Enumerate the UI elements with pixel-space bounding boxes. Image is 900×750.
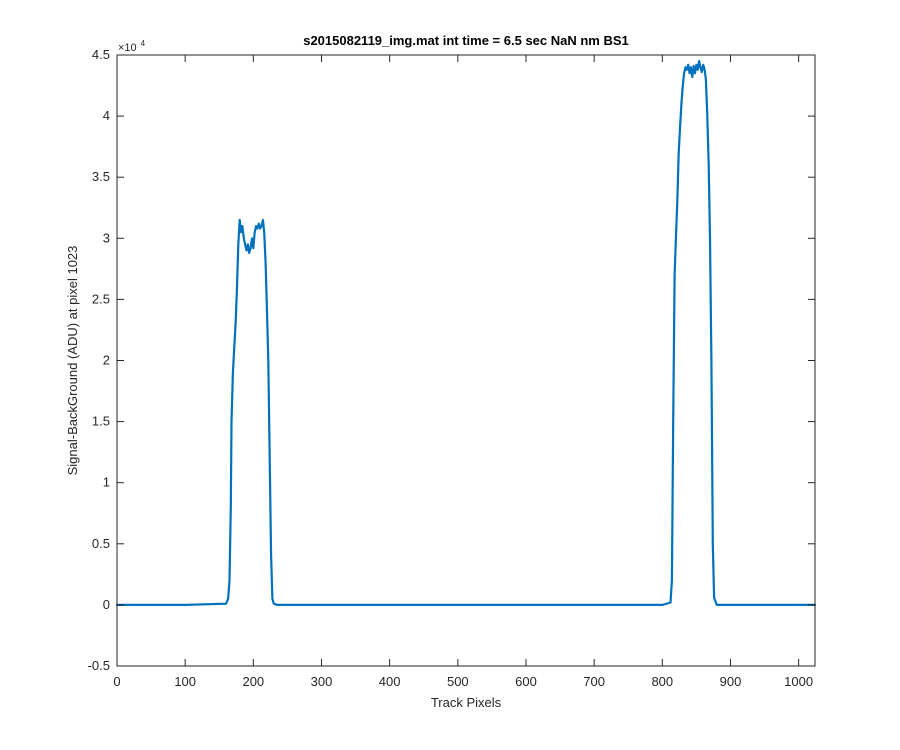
x-tick-label: 500: [447, 674, 469, 689]
y-tick-label: 2: [103, 353, 110, 368]
y-tick-label: 4: [103, 108, 110, 123]
x-tick-label: 100: [174, 674, 196, 689]
x-tick-label: 700: [583, 674, 605, 689]
y-tick-label: 0: [103, 597, 110, 612]
y-axis-label: Signal-BackGround (ADU) at pixel 1023: [65, 246, 80, 476]
y-tick-label: 3: [103, 230, 110, 245]
x-tick-label: 200: [242, 674, 264, 689]
y-tick-label: 2.5: [92, 291, 110, 306]
plot-frame: [116, 54, 816, 667]
x-axis-label: Track Pixels: [431, 695, 502, 710]
x-tick-label: 1000: [784, 674, 813, 689]
y-tick-label: 3.5: [92, 169, 110, 184]
y-tick-label: -0.5: [88, 658, 110, 673]
x-tick-label: 0: [113, 674, 120, 689]
x-tick-label: 900: [720, 674, 742, 689]
data-layer: [115, 60, 817, 606]
y-tick-label: 4.5: [92, 47, 110, 62]
y-tick-label: 1.5: [92, 414, 110, 429]
y-axis-exponent: ×10 4: [118, 38, 146, 55]
x-tick-label: 300: [311, 674, 333, 689]
y-tick-label: 0.5: [92, 536, 110, 551]
x-tick-label: 600: [515, 674, 537, 689]
y-axis-exponent-base: ×10: [118, 42, 137, 54]
x-tick-label: 400: [379, 674, 401, 689]
y-axis-exponent-power: 4: [141, 39, 146, 48]
series-line: [115, 60, 817, 606]
axis-ticks: 0 100 200 300 400 500 600 700 800 900 1000-0.500.5…: [88, 47, 815, 689]
chart-title: s2015082119_img.mat int time = 6.5 sec N…: [303, 33, 629, 48]
x-tick-label: 800: [651, 674, 673, 689]
y-tick-label: 1: [103, 475, 110, 490]
